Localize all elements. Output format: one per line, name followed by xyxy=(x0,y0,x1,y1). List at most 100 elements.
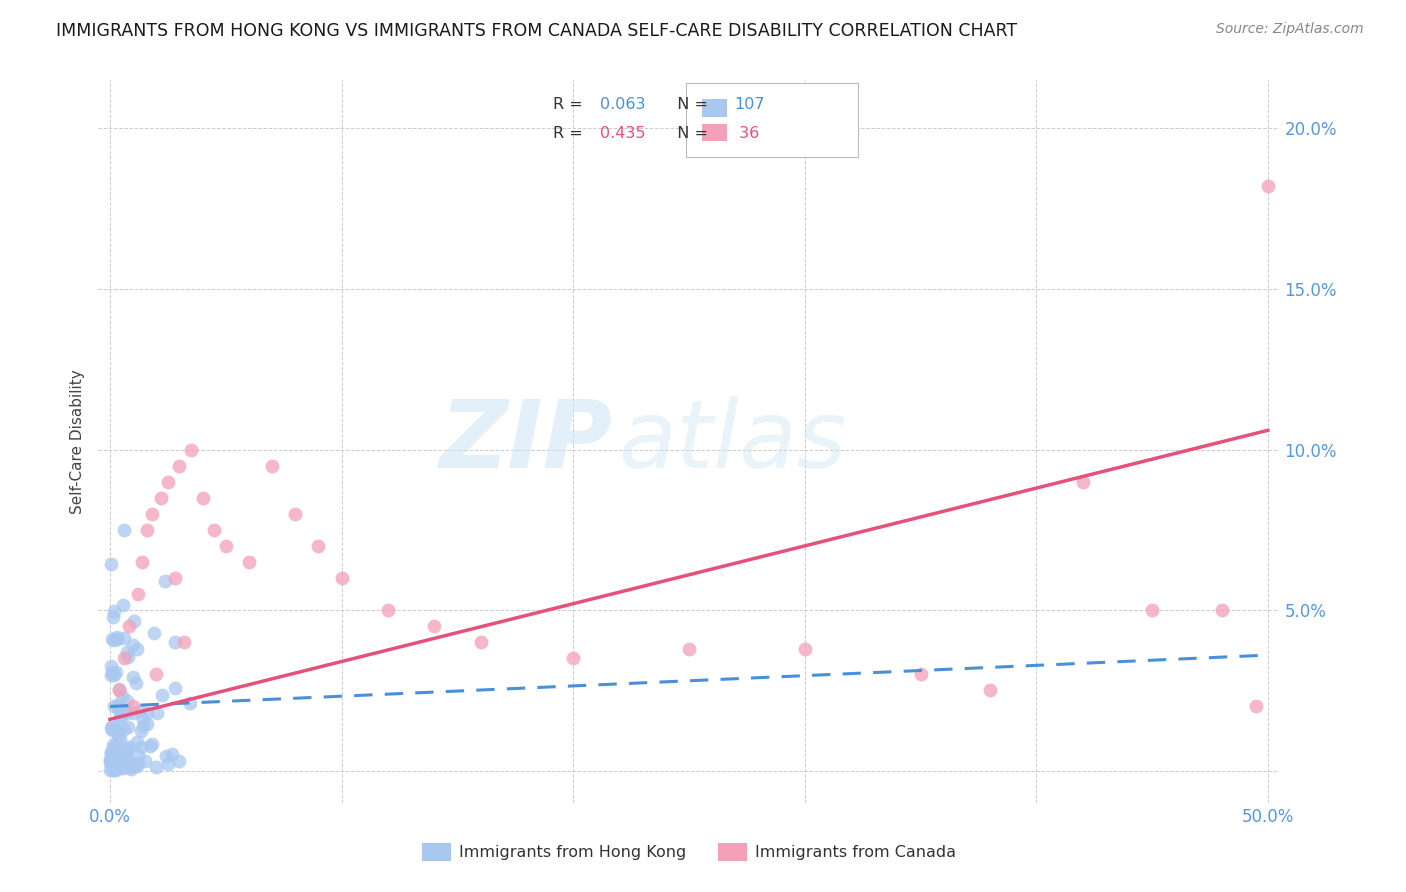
Text: atlas: atlas xyxy=(619,396,846,487)
Point xyxy=(100,668,122,682)
Point xyxy=(112,523,135,537)
Point xyxy=(141,507,163,521)
Point xyxy=(117,693,139,707)
Point xyxy=(145,760,167,774)
Point xyxy=(108,683,131,698)
Point xyxy=(110,709,132,723)
Point xyxy=(122,706,145,720)
Point xyxy=(145,667,167,681)
Point xyxy=(98,755,121,769)
Point xyxy=(117,720,139,734)
Point xyxy=(101,610,124,624)
Point xyxy=(307,539,329,553)
Point xyxy=(132,719,155,733)
Point xyxy=(330,571,353,585)
Point xyxy=(156,757,179,772)
Point xyxy=(105,743,128,757)
Point xyxy=(100,558,122,572)
Point xyxy=(101,748,124,763)
Point xyxy=(169,458,191,473)
Point xyxy=(101,744,124,758)
Point xyxy=(163,634,186,648)
Point xyxy=(100,719,122,733)
Point xyxy=(115,706,138,720)
Point xyxy=(1257,179,1279,194)
Point xyxy=(127,642,149,657)
Point xyxy=(143,625,166,640)
Point xyxy=(101,665,124,680)
Point xyxy=(122,638,145,652)
Point xyxy=(100,752,122,766)
Point xyxy=(100,745,122,759)
Point xyxy=(131,712,153,726)
Point xyxy=(562,651,585,665)
Point xyxy=(1071,475,1094,489)
Point xyxy=(117,649,139,664)
Point xyxy=(103,738,125,752)
Point xyxy=(179,696,201,710)
Point xyxy=(1246,699,1268,714)
Point xyxy=(100,753,122,767)
Point xyxy=(121,756,143,771)
Point xyxy=(910,667,932,681)
Point xyxy=(127,756,149,771)
Point xyxy=(111,754,134,768)
Point xyxy=(131,555,153,569)
Text: R =: R = xyxy=(553,96,588,112)
Text: 0.063: 0.063 xyxy=(600,96,645,112)
Point xyxy=(104,747,127,762)
Point xyxy=(118,739,141,754)
Point xyxy=(124,759,146,773)
Point xyxy=(127,587,149,601)
Point xyxy=(110,731,132,746)
Point xyxy=(107,747,129,762)
Point xyxy=(131,739,153,754)
Point xyxy=(101,764,124,778)
Point xyxy=(238,555,260,569)
Point xyxy=(112,748,135,763)
Point xyxy=(103,758,125,772)
Text: Source: ZipAtlas.com: Source: ZipAtlas.com xyxy=(1216,22,1364,37)
Point xyxy=(114,704,136,718)
Point xyxy=(149,491,172,505)
Point xyxy=(105,763,128,777)
Point xyxy=(101,723,124,738)
Text: IMMIGRANTS FROM HONG KONG VS IMMIGRANTS FROM CANADA SELF-CARE DISABILITY CORRELA: IMMIGRANTS FROM HONG KONG VS IMMIGRANTS … xyxy=(56,22,1018,40)
Point xyxy=(191,491,214,505)
Point xyxy=(423,619,446,633)
Point xyxy=(202,523,225,537)
Point xyxy=(146,706,169,720)
Point xyxy=(155,748,177,763)
Point xyxy=(136,523,159,537)
Point xyxy=(122,757,145,772)
Point xyxy=(136,706,159,720)
Point xyxy=(129,723,152,738)
Point xyxy=(150,689,173,703)
Point xyxy=(105,741,128,756)
Point xyxy=(153,574,176,588)
Point xyxy=(103,741,125,756)
Point xyxy=(114,722,136,736)
Point xyxy=(105,631,128,645)
Y-axis label: Self-Care Disability: Self-Care Disability xyxy=(69,369,84,514)
Point xyxy=(100,722,122,736)
Point xyxy=(105,724,128,739)
Point xyxy=(107,732,129,747)
Point xyxy=(180,442,202,457)
Point xyxy=(120,762,142,776)
Point xyxy=(101,632,124,647)
Point xyxy=(127,735,149,749)
Point xyxy=(1140,603,1163,617)
Point xyxy=(104,761,127,775)
Point xyxy=(173,635,195,649)
Point xyxy=(115,744,138,758)
Point xyxy=(100,659,122,673)
Point xyxy=(470,635,492,649)
Point xyxy=(114,747,136,762)
Point xyxy=(127,758,149,772)
Point xyxy=(284,507,307,521)
Text: N =: N = xyxy=(666,96,713,112)
Point xyxy=(162,747,184,761)
Text: R =: R = xyxy=(553,126,588,141)
Text: 36: 36 xyxy=(734,126,759,141)
